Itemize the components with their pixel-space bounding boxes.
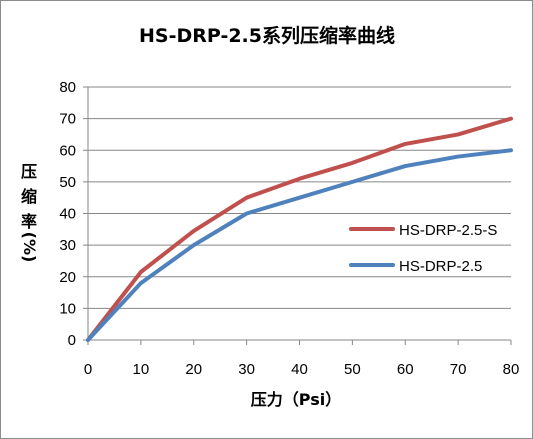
series-line-2 bbox=[86, 148, 513, 342]
y-tick-label-50: 50 bbox=[59, 174, 76, 191]
series-line-1 bbox=[86, 116, 513, 342]
series-layer bbox=[86, 116, 513, 342]
x-tick-label-40: 40 bbox=[291, 361, 308, 378]
chart-title: HS-DRP-2.5系列压缩率曲线 bbox=[139, 24, 395, 47]
y-axis-title: 压缩率(%) bbox=[20, 162, 39, 262]
y-tick-label-60: 60 bbox=[59, 142, 76, 159]
tick-label-layer: 0 10 20 30 40 50 60 70 80 0 10 20 30 40 50 60 70 80 bbox=[59, 79, 519, 378]
grid-layer bbox=[88, 86, 511, 309]
x-tick-label-20: 20 bbox=[185, 361, 202, 378]
y-tick-label-20: 20 bbox=[59, 269, 76, 286]
axis-layer bbox=[83, 86, 512, 345]
x-tick-label-80: 80 bbox=[503, 361, 520, 378]
x-tick-label-50: 50 bbox=[344, 361, 361, 378]
x-tick-label-10: 10 bbox=[133, 361, 150, 378]
y-axis-title-part-4: (%) bbox=[20, 232, 39, 263]
y-axis-title-part-2: 缩 bbox=[21, 187, 37, 206]
legend-label-2: HS-DRP-2.5 bbox=[399, 258, 482, 275]
y-tick-label-80: 80 bbox=[59, 79, 76, 96]
x-axis-title: 压力（Psi） bbox=[251, 390, 341, 409]
y-axis-title-part-1: 压 bbox=[21, 162, 37, 181]
legend-layer: HS-DRP-2.5-S HS-DRP-2.5 bbox=[349, 222, 497, 275]
y-tick-label-40: 40 bbox=[59, 206, 76, 223]
y-tick-label-70: 70 bbox=[59, 111, 76, 128]
legend-label-1: HS-DRP-2.5-S bbox=[399, 222, 497, 239]
x-tick-label-30: 30 bbox=[238, 361, 255, 378]
y-tick-label-30: 30 bbox=[59, 237, 76, 254]
x-tick-label-60: 60 bbox=[397, 361, 414, 378]
y-axis-title-part-3: 率 bbox=[21, 212, 37, 231]
y-tick-label-10: 10 bbox=[59, 300, 76, 317]
x-tick-label-70: 70 bbox=[450, 361, 467, 378]
x-tick-label-0: 0 bbox=[84, 361, 92, 378]
y-tick-label-0: 0 bbox=[68, 332, 76, 349]
